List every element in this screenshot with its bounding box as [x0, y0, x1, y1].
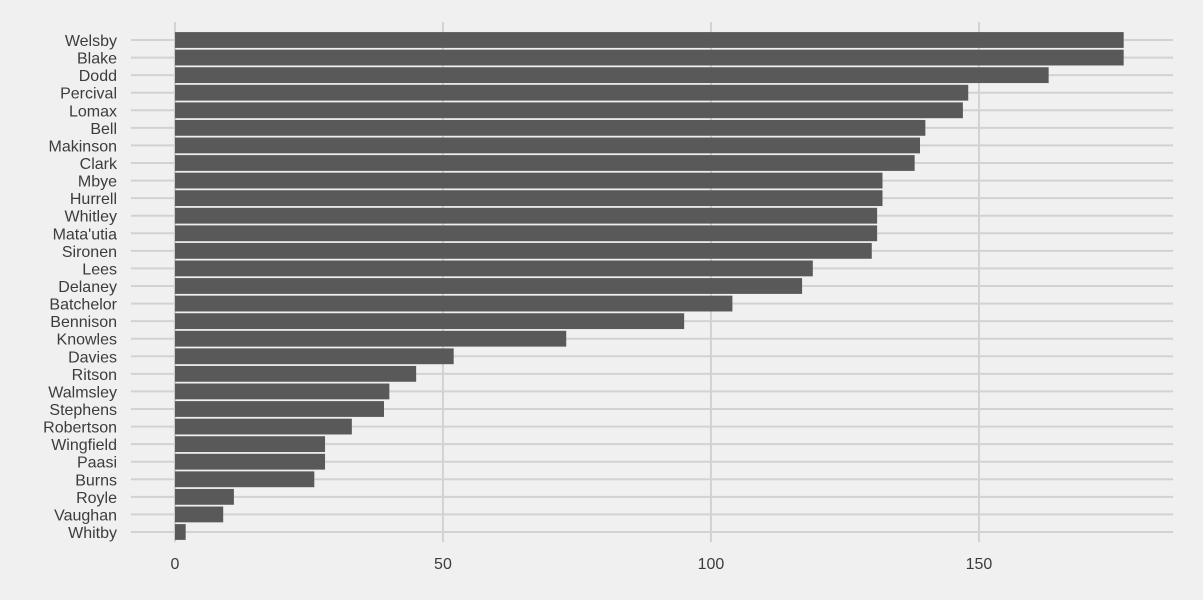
bar — [174, 32, 1124, 48]
y-tick-label: Percival — [60, 86, 117, 103]
bar — [174, 190, 883, 207]
y-axis-labels: WelsbyBlakeDoddPercivalLomaxBellMakinson… — [43, 33, 118, 542]
y-tick-label: Davies — [68, 349, 117, 366]
bar — [174, 524, 186, 540]
y-tick-label: Sironen — [62, 244, 117, 261]
x-tick-label: 100 — [698, 556, 725, 573]
x-axis-labels: 0 50 100 150 — [170, 556, 992, 573]
bar — [174, 295, 733, 312]
bar — [174, 67, 1049, 84]
bar — [174, 172, 883, 189]
bar — [174, 278, 803, 294]
y-tick-label: Bennison — [50, 314, 117, 331]
y-tick-label: Clark — [80, 156, 118, 173]
y-tick-label: Knowles — [57, 332, 117, 349]
y-tick-label: Wingfield — [51, 437, 117, 454]
bar — [174, 453, 326, 470]
y-tick-label: Burns — [75, 472, 117, 489]
bars — [174, 32, 1124, 540]
y-tick-label: Whitley — [65, 209, 117, 226]
y-tick-label: Delaney — [58, 279, 117, 296]
y-tick-label: Paasi — [77, 455, 117, 472]
bar — [174, 49, 1124, 66]
y-tick-label: Vaughan — [54, 507, 117, 524]
y-tick-label: Welsby — [65, 33, 117, 50]
bar — [174, 506, 224, 523]
bar — [174, 225, 878, 242]
x-tick-label: 150 — [966, 556, 993, 573]
bar — [174, 260, 813, 277]
bar — [174, 313, 685, 330]
y-tick-label: Lomax — [69, 103, 117, 120]
y-tick-label: Royle — [76, 490, 117, 507]
bar — [174, 137, 921, 154]
y-tick-label: Robertson — [43, 420, 117, 437]
bar — [174, 348, 454, 365]
bar — [174, 401, 384, 417]
bar — [174, 84, 969, 101]
y-tick-label: Ritson — [72, 367, 117, 384]
bar — [174, 330, 567, 347]
bar — [174, 383, 390, 400]
bar — [174, 207, 878, 224]
y-tick-label: Bell — [90, 121, 117, 138]
y-tick-label: Makinson — [49, 138, 117, 155]
y-tick-label: Mbye — [78, 174, 117, 191]
x-tick-label: 50 — [434, 556, 452, 573]
bar — [174, 471, 315, 488]
bar — [174, 436, 326, 453]
y-tick-label: Lees — [82, 261, 117, 278]
y-tick-label: Hurrell — [70, 191, 117, 208]
bar — [174, 155, 915, 171]
y-tick-label: Walmsley — [48, 384, 117, 401]
y-tick-label: Stephens — [49, 402, 117, 419]
bar — [174, 418, 352, 435]
y-tick-label: Blake — [77, 51, 117, 68]
bar — [174, 119, 926, 136]
bar — [174, 365, 417, 382]
bar — [174, 242, 872, 259]
bar — [174, 102, 963, 119]
bar — [174, 488, 234, 505]
y-tick-label: Mata'utia — [53, 226, 118, 243]
y-tick-label: Whitby — [68, 525, 117, 542]
y-tick-label: Batchelor — [49, 297, 117, 314]
y-tick-label: Dodd — [79, 68, 117, 85]
x-tick-label: 0 — [170, 556, 179, 573]
